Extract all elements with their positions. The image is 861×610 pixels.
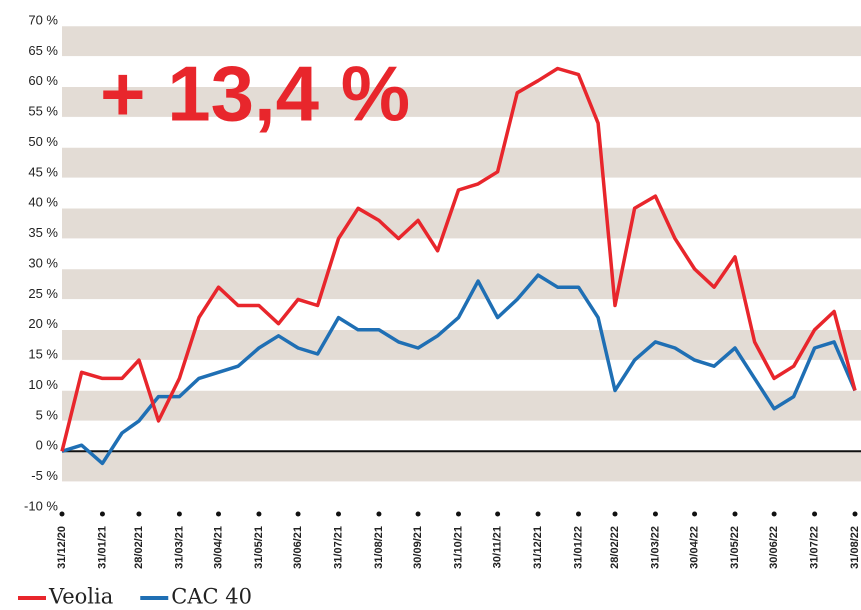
y-tick-label: 0 %	[36, 438, 59, 453]
y-tick-label: 35 %	[28, 225, 58, 240]
x-tick	[652, 511, 658, 517]
y-tick-label: 70 %	[28, 12, 58, 27]
x-tick	[99, 511, 105, 517]
y-tick-label: -5 %	[31, 468, 58, 483]
x-tick	[176, 511, 182, 517]
x-tick	[612, 511, 618, 517]
x-tick	[415, 511, 421, 517]
y-tick-label: 25 %	[28, 286, 58, 301]
line	[61, 273, 857, 466]
band	[62, 147, 861, 178]
line	[60, 66, 857, 452]
x-tick-label: 31/01/21	[96, 526, 108, 569]
x-tick	[256, 511, 262, 517]
x-tick-label: 31/01/22	[572, 526, 584, 569]
y-tick-label: 45 %	[28, 164, 58, 179]
x-tick-label: 31/08/21	[373, 526, 385, 569]
y-tick-label: -10 %	[24, 498, 58, 513]
x-tick-label: 30/04/21	[212, 526, 224, 569]
x-tick	[216, 511, 222, 517]
band	[62, 26, 861, 57]
x-tick-label: 31/12/20	[56, 526, 68, 569]
x-tick-label: 28/02/21	[133, 526, 145, 569]
x-tick-label: 28/02/22	[609, 526, 621, 569]
x-tick	[59, 511, 65, 517]
x-tick	[812, 511, 818, 517]
x-tick-label: 31/12/21	[532, 526, 544, 569]
x-tick-label: 30/06/22	[768, 526, 780, 569]
x-tick-label: 31/10/21	[452, 526, 464, 569]
x-tick-label: 31/07/22	[808, 526, 820, 569]
band	[62, 269, 861, 300]
x-tick-label: 30/09/21	[412, 526, 424, 569]
x-tick	[295, 511, 301, 517]
x-tick-label: 31/03/22	[649, 526, 661, 569]
x-tick	[336, 511, 342, 517]
x-tick	[692, 511, 698, 517]
x-tick	[376, 511, 382, 517]
x-tick-label: 31/05/21	[253, 526, 265, 569]
band	[62, 390, 861, 421]
background	[62, 26, 861, 482]
x-tick	[495, 511, 501, 517]
y-tick-label: 30 %	[28, 255, 58, 270]
band	[62, 451, 861, 482]
x-tick	[136, 511, 142, 517]
x-tick-label: 30/04/22	[688, 526, 700, 569]
y-tick-label: 60 %	[28, 73, 58, 88]
y-tick-label: 10 %	[28, 377, 58, 392]
y-tick-label: 55 %	[28, 104, 58, 119]
x-tick-label: 31/05/22	[729, 526, 741, 569]
legend-label: CAC 40	[171, 585, 252, 609]
x-tick	[852, 511, 858, 517]
y-tick-label: 50 %	[28, 134, 58, 149]
x-tick-label: 30/06/21	[292, 526, 304, 569]
x-tick-label: 31/03/21	[173, 526, 185, 569]
y-tick-label: 40 %	[28, 195, 58, 210]
band	[62, 208, 861, 239]
y-tick-label: 65 %	[28, 43, 58, 58]
annotation: + 13,4 %	[100, 50, 410, 138]
x-tick	[535, 511, 541, 517]
x-tick-label: 31/08/22	[849, 526, 861, 569]
y-tick-label: 15 %	[28, 347, 58, 362]
legend-label: Veolia	[48, 585, 113, 609]
x-tick	[575, 511, 581, 517]
x-tick-label: 31/07/21	[332, 526, 344, 569]
y-tick-label: 20 %	[28, 316, 58, 331]
y-tick-label: 5 %	[36, 407, 59, 422]
x-tick-label: 30/11/21	[492, 526, 504, 568]
band	[62, 86, 861, 118]
x-tick	[456, 511, 461, 517]
x-tick	[771, 511, 777, 517]
x-tick	[732, 511, 738, 517]
